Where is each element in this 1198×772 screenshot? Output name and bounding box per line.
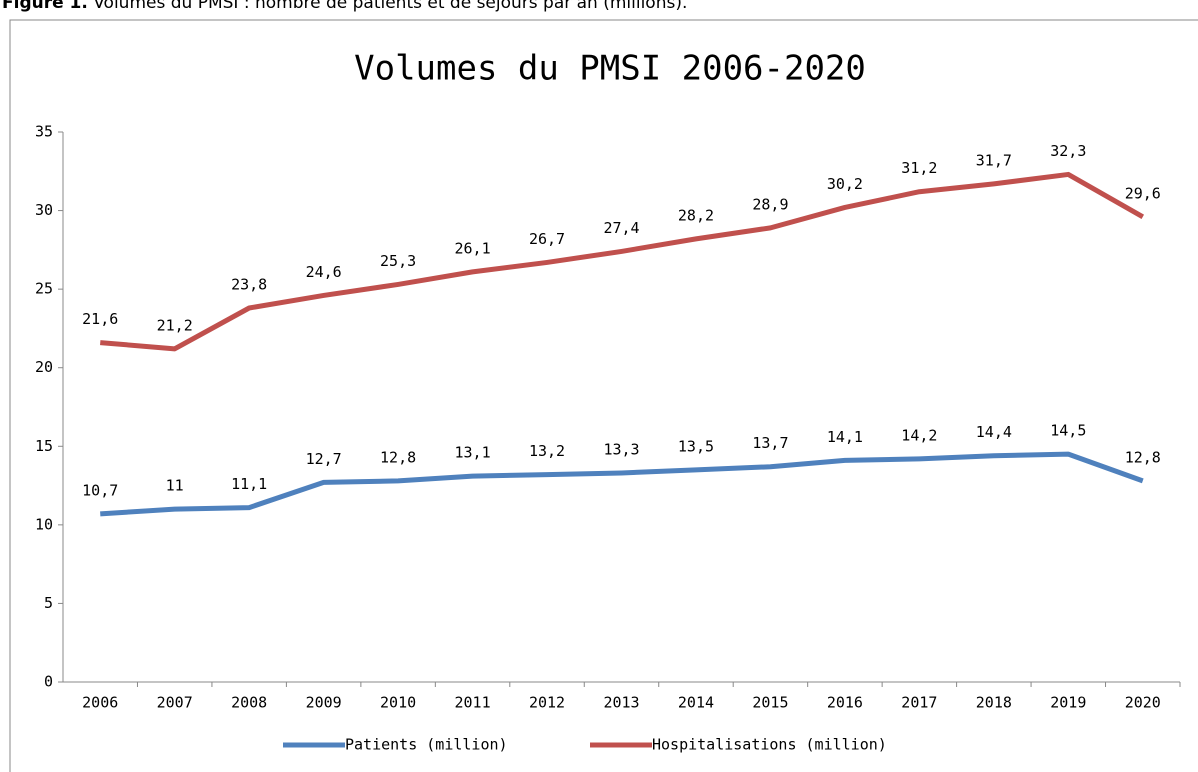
x-tick-label: 2007 [157,694,193,712]
data-label: 26,7 [529,230,565,248]
x-tick-label: 2011 [455,694,491,712]
data-label: 13,5 [678,437,714,455]
data-label: 26,1 [455,239,491,257]
y-tick-label: 5 [44,594,53,612]
x-tick-label: 2015 [752,694,788,712]
caption-text: Volumes du PMSI : nombre de patients et … [93,0,687,13]
y-tick-label: 20 [35,358,53,376]
caption-label: Figure 1. [2,0,88,13]
x-tick-label: 2019 [1050,694,1086,712]
data-label: 10,7 [82,481,118,499]
data-label: 14,5 [1050,422,1086,440]
data-label: 24,6 [306,263,342,281]
x-tick-label: 2018 [976,694,1012,712]
data-label: 14,2 [901,426,937,444]
x-tick-label: 2008 [231,694,267,712]
y-tick-label: 30 [35,201,53,219]
x-tick-label: 2006 [82,694,118,712]
series-line [100,171,1145,352]
data-label: 12,8 [380,448,416,466]
data-label: 14,4 [976,423,1012,441]
data-label: 21,2 [157,316,193,334]
caption: Figure 1. Volumes du PMSI : nombre de pa… [2,0,687,13]
y-tick-label: 25 [35,280,53,298]
data-label: 12,7 [306,450,342,468]
data-label: 32,3 [1050,142,1086,160]
x-tick-label: 2020 [1125,694,1161,712]
data-label: 13,1 [455,444,491,462]
data-label: 13,2 [529,442,565,460]
data-label: 28,9 [752,195,788,213]
data-label: 12,8 [1125,448,1161,466]
x-tick-label: 2009 [306,694,342,712]
data-label: 28,2 [678,206,714,224]
x-tick-label: 2012 [529,694,565,712]
y-tick-label: 0 [44,673,53,691]
data-label: 29,6 [1125,184,1161,202]
data-label: 23,8 [231,276,267,294]
data-label: 30,2 [827,175,863,193]
legend-label: Patients (million) [345,736,508,754]
legend-label: Hospitalisations (million) [652,736,887,754]
series-line [100,451,1144,517]
data-label: 14,1 [827,428,863,446]
x-tick-label: 2017 [901,694,937,712]
y-tick-label: 35 [35,123,53,141]
y-tick-label: 10 [35,515,53,533]
data-label: 13,7 [752,434,788,452]
data-label: 31,2 [901,159,937,177]
chart-frame [9,19,1198,772]
chart-title: Volumes du PMSI 2006-2020 [354,49,866,89]
data-label: 11 [166,477,184,495]
x-tick-label: 2014 [678,694,714,712]
data-label: 13,3 [603,441,639,459]
x-tick-label: 2016 [827,694,863,712]
x-tick-label: 2010 [380,694,416,712]
y-tick-label: 15 [35,437,53,455]
x-tick-label: 2013 [603,694,639,712]
data-label: 25,3 [380,252,416,270]
data-label: 27,4 [603,219,639,237]
data-label: 21,6 [82,310,118,328]
data-label: 11,1 [231,475,267,493]
data-label: 31,7 [976,151,1012,169]
